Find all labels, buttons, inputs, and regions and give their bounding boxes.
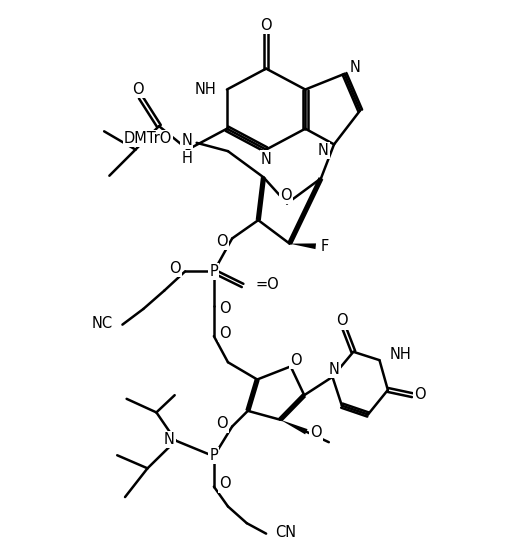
Text: H: H <box>181 151 192 166</box>
Text: O: O <box>217 234 228 249</box>
Text: N: N <box>350 60 360 75</box>
Text: N: N <box>261 151 271 167</box>
Text: O: O <box>219 301 231 316</box>
Text: N: N <box>318 143 329 158</box>
Polygon shape <box>246 379 260 411</box>
Text: O: O <box>219 326 231 341</box>
Text: O: O <box>219 476 231 492</box>
Text: P: P <box>210 264 218 279</box>
Text: =O: =O <box>256 277 279 292</box>
Polygon shape <box>280 420 308 435</box>
Polygon shape <box>278 393 306 421</box>
Text: N: N <box>164 432 174 447</box>
Text: F: F <box>321 239 329 254</box>
Text: DMTrO: DMTrO <box>124 131 172 146</box>
Text: N: N <box>329 362 340 377</box>
Text: O: O <box>290 353 301 367</box>
Text: NC: NC <box>92 316 113 331</box>
Text: NH: NH <box>194 82 217 97</box>
Text: CN: CN <box>276 525 297 540</box>
Text: O: O <box>132 82 144 97</box>
Text: NH: NH <box>390 348 412 362</box>
Polygon shape <box>290 244 316 249</box>
Polygon shape <box>287 177 324 245</box>
Text: O: O <box>414 387 426 402</box>
Text: N: N <box>181 133 192 148</box>
Text: O: O <box>217 416 228 431</box>
Polygon shape <box>256 177 266 221</box>
Text: O: O <box>280 188 292 203</box>
Text: O: O <box>336 314 348 328</box>
Text: O: O <box>169 261 181 276</box>
Text: P: P <box>210 448 218 463</box>
Text: O: O <box>310 425 322 441</box>
Text: O: O <box>260 18 272 33</box>
